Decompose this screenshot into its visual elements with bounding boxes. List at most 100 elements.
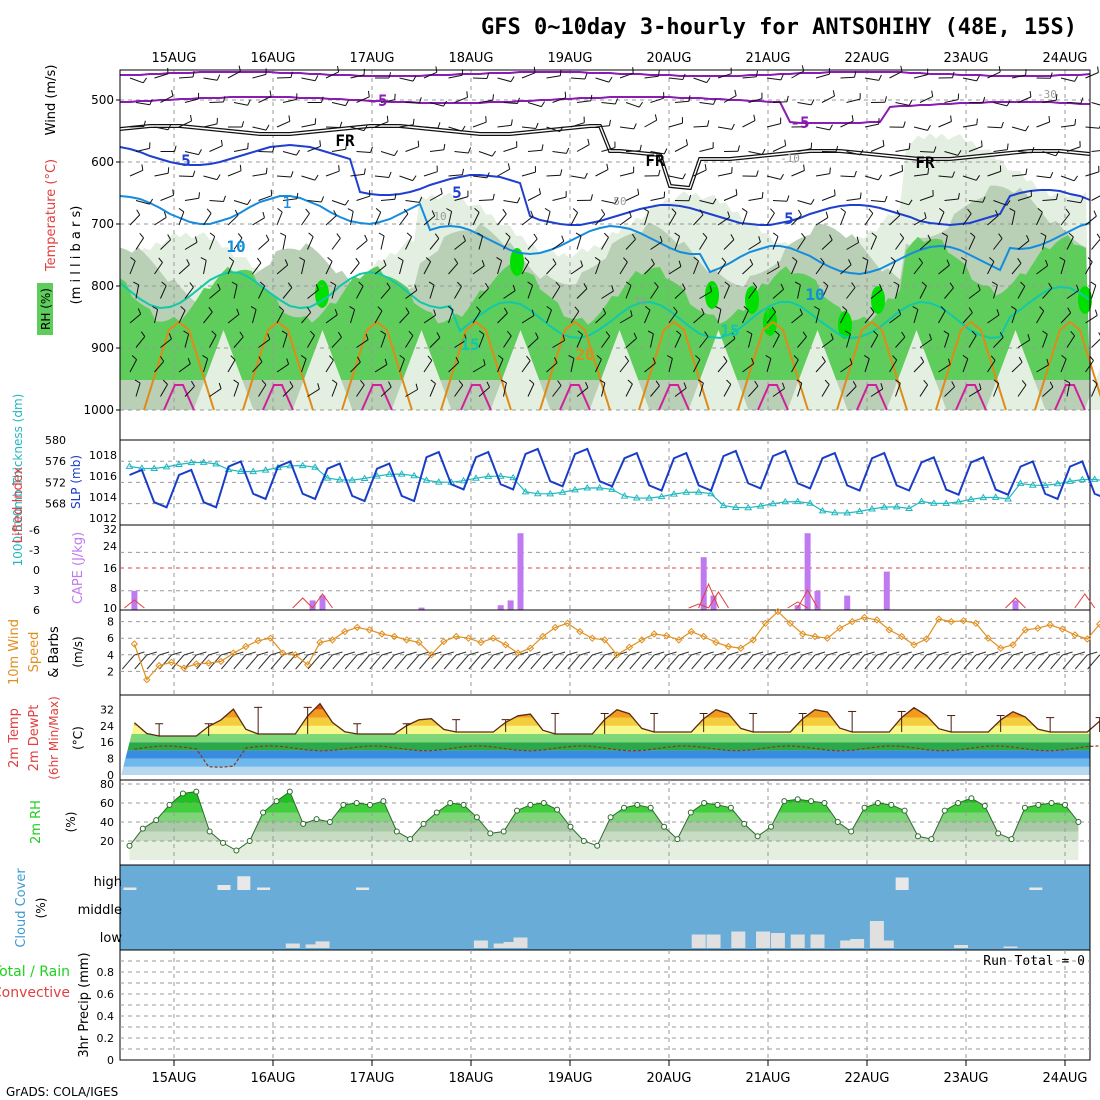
wind-barb-flag (982, 196, 986, 203)
wind-barb-flag (180, 306, 186, 311)
wind-speed-point (489, 634, 498, 642)
wind-barb (374, 175, 389, 178)
wind-barb (570, 77, 586, 80)
wind-barb (742, 120, 756, 128)
wind-barb-flag (864, 651, 875, 656)
wind-barb-flag (220, 651, 232, 656)
wind-barb (846, 287, 856, 299)
y-tick-thickness: 568 (45, 498, 66, 511)
wind-barb (472, 77, 488, 79)
wind-barb (944, 198, 959, 201)
wind-barb (693, 125, 708, 128)
wind-barb (693, 169, 707, 177)
wind-barb-flag (829, 234, 833, 241)
cape-bar (814, 590, 821, 610)
wind-barb (423, 360, 433, 373)
wind-barb (644, 263, 655, 275)
wind-barb-flag (706, 77, 711, 83)
wind-barb-flag (300, 354, 307, 360)
wind-barb-flag (895, 379, 901, 384)
wind-barb-flag (924, 212, 927, 219)
x-tick-bottom-24AUG: 24AUG (1042, 1071, 1087, 1086)
wind-barb-flag (590, 94, 593, 101)
y-label-rh-unit: (%) (64, 812, 78, 833)
rh-point (1035, 801, 1042, 808)
wind-barb-flag (835, 145, 839, 152)
wind-barb (233, 336, 244, 348)
wind-barb (184, 385, 195, 397)
wind-barb-flag (678, 651, 690, 656)
wind-barb (374, 364, 388, 373)
wind-speed-point (180, 664, 188, 672)
wind-barb (1091, 383, 1098, 397)
wind-barb-flag (1074, 651, 1086, 656)
wind-barb-flag (337, 331, 342, 338)
wind-barb-flag (241, 121, 245, 128)
wind-barb (625, 337, 637, 348)
wind-barb-flag (628, 211, 632, 217)
wind-barb-flag (516, 197, 521, 204)
wind-barb-flag (437, 122, 441, 129)
wind-barb-flag (993, 379, 1000, 384)
wind-barb (913, 74, 928, 79)
wind-barb (993, 337, 1004, 348)
wind-barb-flag (544, 207, 551, 212)
wind-barb-flag (695, 355, 701, 360)
cape-bar (497, 605, 504, 610)
wind-barb (122, 654, 135, 670)
wind-barb-flag (998, 66, 1001, 73)
wind-barb-flag (1087, 651, 1098, 656)
wind-barb (472, 265, 485, 275)
wind-barb-flag (162, 379, 168, 385)
wind-barb (604, 654, 618, 670)
wind-barb-flag (784, 139, 787, 146)
wind-barb-flag (1062, 651, 1073, 656)
wind-barb (595, 125, 610, 128)
wind-barb (184, 241, 198, 250)
wind-barb (901, 654, 915, 670)
wind-barb-flag (606, 163, 609, 170)
wind-barb (454, 151, 469, 154)
rh-point (621, 804, 627, 811)
wind-barb (840, 264, 852, 275)
isotherm-15 (119, 270, 1091, 340)
wind-barb-flag (349, 305, 355, 311)
wind-barb-flag (468, 651, 479, 656)
wind-barb-flag (486, 72, 490, 79)
rh-point (808, 798, 815, 805)
wind-barb (1066, 102, 1082, 104)
rh-point (874, 800, 881, 806)
contour-label: -10 (780, 152, 800, 165)
wind-barb (748, 333, 753, 348)
wind-speed-point (1071, 631, 1079, 639)
wind-speed-point (811, 632, 819, 641)
wind-barb-flag (703, 651, 714, 656)
wind-barb (1025, 654, 1039, 670)
wind-barb-flag (827, 651, 838, 656)
wind-barb (601, 290, 614, 299)
wind-barb-flag (481, 260, 485, 266)
wind-barb (797, 284, 801, 299)
isotherm-25 (559, 384, 591, 411)
wind-barb-flag (486, 381, 491, 388)
wind-barb-flag (377, 306, 383, 312)
wind-barb (889, 314, 902, 324)
y-label-2m-dewpt: 2m DewPt (27, 705, 42, 772)
thickness-point (459, 476, 468, 484)
contour-label: 5 (784, 209, 794, 228)
wind-barb (797, 200, 812, 205)
y-label-speed: Speed (27, 632, 42, 673)
y-tick-cape: 24 (103, 540, 117, 553)
y-label-wind-unit: (m/s) (71, 636, 85, 667)
li-line (1005, 597, 1026, 609)
li-cape-chart (119, 524, 1096, 611)
thickness-point (719, 501, 728, 509)
wind-barb (944, 235, 948, 250)
wind-barb-flag (810, 198, 815, 205)
wind-barb-flag (190, 114, 193, 121)
thickness-point (583, 484, 592, 491)
wind-barb (876, 654, 890, 670)
wind-barb (552, 240, 565, 250)
wind-barb (178, 120, 192, 128)
wind-barb (766, 358, 772, 373)
